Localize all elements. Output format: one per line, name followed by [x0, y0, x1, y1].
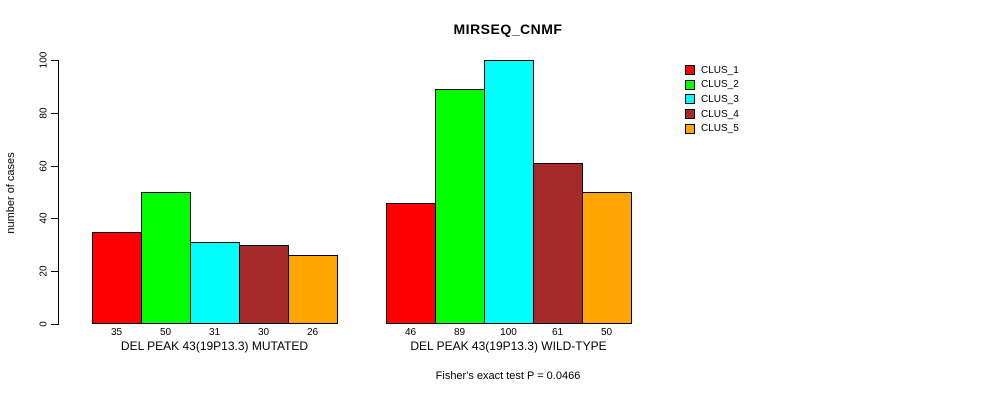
y-tick-mark: [51, 112, 58, 114]
bar-clus_2-group1: [141, 192, 191, 324]
bar-value-label: 89: [453, 327, 466, 338]
bar-value-label: 35: [110, 327, 123, 338]
bar-value-label: 61: [551, 327, 564, 338]
legend-item-clus_4: CLUS_4: [685, 107, 739, 122]
legend-swatch: [685, 109, 695, 120]
legend-swatch: [685, 79, 695, 90]
group-label: DEL PEAK 43(19P13.3) WILD-TYPE: [410, 339, 607, 353]
bar-value-label: 26: [306, 327, 319, 338]
legend-item-clus_3: CLUS_3: [685, 92, 739, 107]
y-tick-label: 60: [38, 160, 50, 172]
bar-value-label: 50: [159, 327, 172, 338]
y-tick-label: 40: [38, 212, 50, 224]
bar-clus_2-group2: [435, 89, 485, 324]
bar-value-label: 46: [404, 327, 417, 338]
legend-swatch: [685, 123, 695, 134]
y-tick-mark: [51, 324, 58, 325]
bar-clus_5-group1: [288, 255, 338, 324]
bar-clus_4-group1: [239, 244, 289, 324]
legend-swatch: [685, 65, 695, 76]
legend-swatch: [685, 94, 695, 105]
bar-clus_1-group2: [386, 202, 436, 324]
legend-label: CLUS_2: [701, 79, 739, 91]
legend-label: CLUS_5: [701, 123, 739, 135]
y-tick-mark: [51, 271, 58, 273]
group-label: DEL PEAK 43(19P13.3) MUTATED: [120, 339, 309, 353]
legend-item-clus_1: CLUS_1: [685, 63, 739, 78]
bar-value-label: 50: [600, 327, 613, 338]
chart-title: MIRSEQ_CNMF: [453, 21, 563, 37]
legend-item-clus_5: CLUS_5: [685, 121, 739, 136]
y-tick-mark: [51, 60, 58, 61]
legend-label: CLUS_3: [701, 93, 739, 105]
bar-value-label: 30: [257, 327, 270, 338]
y-axis-line: [58, 60, 59, 325]
fisher-test-annotation: Fisher's exact test P = 0.0466: [435, 370, 581, 382]
bar-value-label: 100: [500, 327, 517, 338]
legend-label: CLUS_4: [701, 108, 739, 120]
legend-label: CLUS_1: [701, 64, 739, 76]
y-tick-label: 0: [38, 321, 50, 327]
bar-clus_1-group1: [92, 231, 142, 324]
y-tick-label: 100: [38, 51, 50, 69]
y-axis-label: number of cases: [5, 152, 17, 234]
bar-clus_3-group2: [484, 60, 534, 324]
y-tick-mark: [51, 165, 58, 167]
y-tick-label: 20: [38, 265, 50, 277]
legend: CLUS_1 CLUS_2 CLUS_3 CLUS_4 CLUS_5: [685, 63, 739, 136]
bar-clus_5-group2: [582, 192, 632, 324]
legend-item-clus_2: CLUS_2: [685, 78, 739, 93]
bar-clus_3-group1: [190, 242, 240, 324]
bar-value-label: 31: [208, 327, 221, 338]
y-tick-label: 80: [38, 107, 50, 119]
bar-clus_4-group2: [533, 162, 583, 324]
y-tick-mark: [51, 218, 58, 220]
